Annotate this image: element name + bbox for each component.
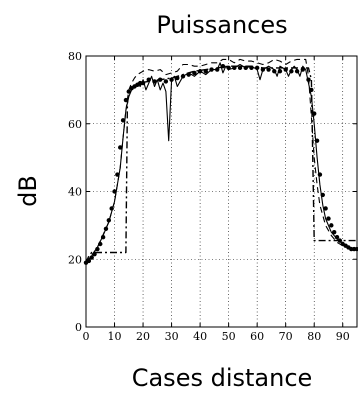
series-line-dashed (85, 58, 357, 263)
x-tick-label: 60 (250, 330, 264, 343)
data-point (163, 79, 169, 84)
x-tick-label: 40 (193, 330, 207, 343)
y-tick-label: 0 (75, 321, 82, 334)
y-tick-label: 20 (68, 253, 82, 266)
x-tick-label: 30 (165, 330, 179, 343)
data-point (331, 229, 337, 235)
x-tick-label: 90 (336, 330, 350, 343)
series-line-dashdot (85, 65, 357, 263)
y-axis-label: dB (14, 175, 42, 207)
chart-title: Puissances (156, 11, 287, 39)
ticks: 0 10 20 30 40 50 60 70 80 90 0 20 40 60 80 (68, 50, 357, 343)
data-point (329, 223, 334, 228)
data-point (323, 206, 328, 211)
data-point (326, 216, 331, 221)
y-tick-label: 60 (68, 118, 82, 131)
x-axis-label: Cases distance (132, 364, 313, 392)
series-group (83, 58, 358, 265)
x-tick-label: 70 (279, 330, 293, 343)
y-tick-label: 40 (68, 186, 82, 199)
data-point (118, 145, 123, 150)
series-dots (83, 63, 358, 265)
x-tick-label: 10 (108, 330, 122, 343)
data-point (95, 246, 100, 252)
x-tick-label: 50 (222, 330, 236, 343)
y-tick-label: 80 (68, 50, 82, 63)
x-tick-label: 80 (307, 330, 321, 343)
x-tick-label: 20 (136, 330, 150, 343)
x-tick-label: 0 (83, 330, 90, 343)
